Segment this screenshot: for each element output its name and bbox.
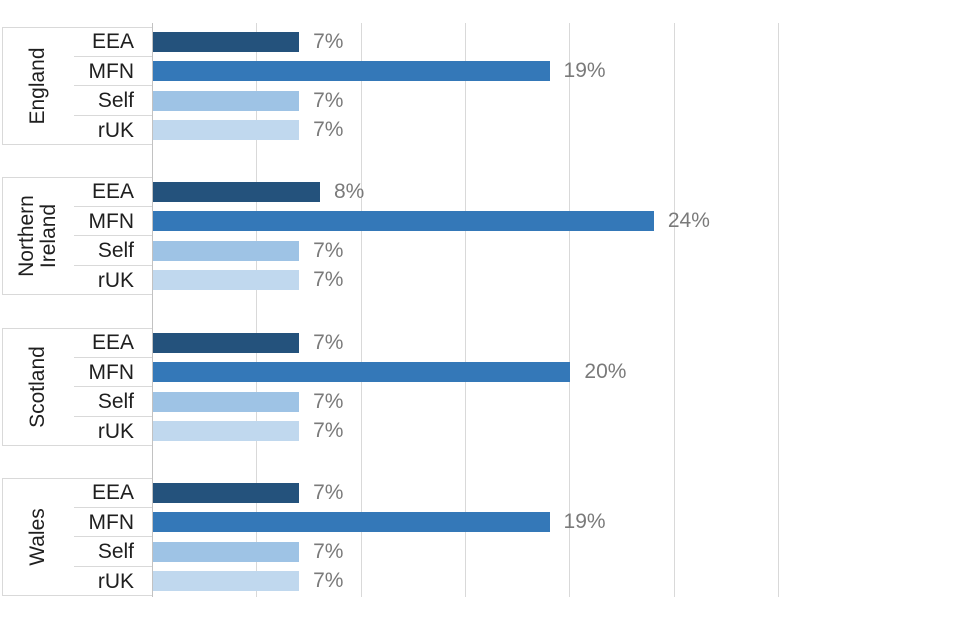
bar-row-scotland-self: Self 7% [0, 387, 960, 417]
bar-row-scotland-ruk: rUK 7% [0, 417, 960, 447]
bar-row-wales-eea: EEA 7% [0, 478, 960, 508]
bar-row-wales-self: Self 7% [0, 537, 960, 567]
bar-scotland-mfn [153, 362, 571, 383]
bar-row-england-self: Self 7% [0, 86, 960, 116]
gridline-5pct [256, 23, 258, 597]
category-label: EEA [74, 177, 152, 207]
value-label: 7% [313, 88, 344, 112]
value-label: 20% [584, 360, 627, 384]
category-label: Self [74, 236, 152, 266]
bar-row-wales-mfn: MFN 19% [0, 508, 960, 537]
bar-row-scotland-eea: EEA 7% [0, 328, 960, 358]
category-label: Self [74, 387, 152, 417]
category-label: rUK [97, 118, 134, 142]
bar-row-england-ruk: rUK 7% [0, 116, 960, 146]
bar-row-england-eea: EEA 7% [0, 27, 960, 57]
gridline-20pct [569, 23, 571, 597]
category-label: EEA [74, 27, 152, 57]
category-label: rUK [97, 268, 134, 292]
category-label: rUK [97, 419, 134, 443]
bar-row-england-mfn: MFN 19% [0, 57, 960, 86]
group-scotland: Scotland EEA 7% MFN 20% Self 7% rUK [0, 328, 960, 446]
value-label: 7% [313, 238, 344, 262]
category-label: MFN [74, 207, 152, 236]
value-label: 7% [313, 389, 344, 413]
category-label: MFN [74, 57, 152, 86]
group-label-box [2, 328, 152, 446]
category-label: Self [74, 86, 152, 116]
category-label: rUK [97, 569, 134, 593]
value-label: 7% [313, 539, 344, 563]
bar-ni-ruk [153, 270, 300, 291]
category-label: MFN [74, 358, 152, 387]
bar-england-mfn [153, 61, 550, 82]
gridline-30pct [778, 23, 780, 597]
bar-england-self [153, 90, 300, 111]
value-label: 19% [563, 59, 606, 83]
bar-wales-eea [153, 482, 300, 503]
group-england: England EEA 7% MFN 19% Self 7% rUK [0, 27, 960, 145]
bar-scotland-eea [153, 332, 300, 353]
bar-ni-mfn [153, 211, 654, 232]
bar-row-ni-self: Self 7% [0, 236, 960, 266]
value-label: 7% [313, 419, 344, 443]
bar-scotland-ruk [153, 421, 300, 442]
group-label-box [2, 478, 152, 596]
group-northern-ireland: Northern Ireland EEA 8% MFN 24% Self 7% … [0, 177, 960, 295]
bar-row-ni-ruk: rUK 7% [0, 266, 960, 296]
category-label: EEA [74, 478, 152, 508]
bar-row-ni-eea: EEA 8% [0, 177, 960, 207]
gridline-25pct [673, 23, 675, 597]
bar-wales-ruk [153, 571, 300, 592]
bar-ni-self [153, 240, 300, 261]
value-label: 7% [313, 268, 344, 292]
group-label-box [2, 177, 152, 295]
value-label: 7% [313, 118, 344, 142]
value-label: 7% [313, 480, 344, 504]
bar-row-ni-mfn: MFN 24% [0, 207, 960, 236]
bar-england-eea [153, 31, 300, 52]
category-label: EEA [74, 328, 152, 358]
bar-ni-eea [153, 181, 320, 202]
value-label: 7% [313, 330, 344, 354]
value-label: 24% [667, 209, 710, 233]
group-label-box [2, 27, 152, 145]
bar-wales-mfn [153, 512, 550, 533]
bar-england-ruk [153, 120, 300, 141]
value-label: 8% [333, 179, 365, 203]
bar-row-scotland-mfn: MFN 20% [0, 358, 960, 387]
y-axis-line [152, 23, 153, 597]
category-label: MFN [74, 508, 152, 537]
value-label: 7% [313, 569, 344, 593]
category-label: Self [74, 537, 152, 567]
bar-scotland-self [153, 391, 300, 412]
value-label: 19% [563, 510, 606, 534]
value-label: 7% [313, 29, 344, 53]
bar-row-wales-ruk: rUK 7% [0, 567, 960, 597]
gridline-15pct [465, 23, 467, 597]
gridline-10pct [360, 23, 362, 597]
bar-wales-self [153, 541, 300, 562]
group-wales: Wales EEA 7% MFN 19% Self 7% rUK [0, 478, 960, 596]
